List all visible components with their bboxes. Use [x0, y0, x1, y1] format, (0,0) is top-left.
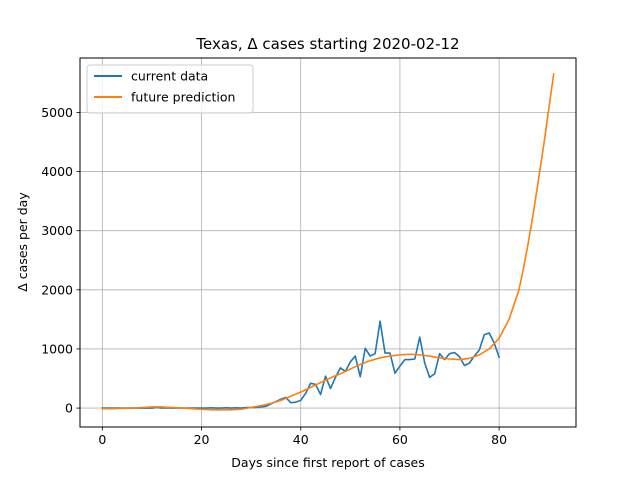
x-tick-label: 60	[392, 432, 408, 447]
x-tick-label: 80	[491, 432, 507, 447]
plot-area	[80, 58, 576, 427]
legend-label-current-data: current data	[131, 69, 208, 84]
legend: current data future prediction	[86, 64, 254, 114]
x-tick-label: 0	[98, 432, 106, 447]
x-axis-label: Days since first report of cases	[231, 455, 424, 470]
legend-label-future-prediction: future prediction	[131, 90, 235, 105]
x-tick-label: 20	[194, 432, 210, 447]
grid-lines	[80, 58, 576, 427]
y-tick-label: 1000	[41, 341, 73, 356]
y-tick-label: 3000	[41, 223, 73, 238]
y-tick-label: 4000	[41, 164, 73, 179]
y-tick-label: 2000	[41, 282, 73, 297]
y-axis-label: Δ cases per day	[15, 192, 30, 292]
y-tick-label: 5000	[41, 105, 73, 120]
plot-border	[79, 57, 577, 428]
x-tick-label: 40	[293, 432, 309, 447]
y-axis-ticks: 0 1000 2000 3000 4000 5000	[41, 105, 80, 416]
series-line-future-prediction	[101, 73, 555, 411]
series-lines	[101, 73, 555, 411]
legend-frame	[86, 64, 254, 114]
y-tick-label: 0	[65, 401, 73, 416]
chart-title: Texas, Δ cases starting 2020-02-12	[195, 35, 459, 53]
x-axis-ticks: 0 20 40 60 80	[98, 427, 507, 447]
